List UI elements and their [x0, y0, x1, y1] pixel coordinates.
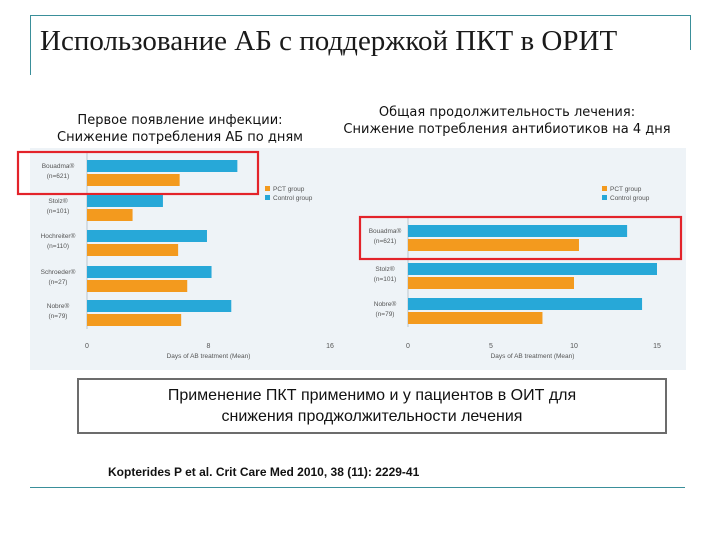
right-legend-label: Control group — [610, 195, 650, 202]
bottom-accent-line — [30, 487, 685, 488]
left-category-label: Nobre® — [47, 302, 70, 310]
right-category-label: Nobre® — [374, 300, 397, 308]
right-x-tick-label: 5 — [489, 343, 493, 350]
left-bar-control-stolz — [87, 195, 163, 207]
left-bar-pct-schroeder — [87, 280, 188, 292]
right-x-axis-label: Days of AB treatment (Mean) — [491, 353, 575, 360]
left-bar-control-nobre — [87, 300, 232, 312]
right-category-label: Stolz® — [375, 265, 394, 273]
conclusion-callout: Применение ПКТ применимо и у пациентов в… — [77, 378, 667, 434]
callout-line-2: снижения проджолжительности лечения — [221, 408, 523, 425]
left-category-label: Stolz® — [48, 197, 67, 205]
right-x-tick-label: 0 — [406, 343, 410, 350]
left-x-tick-label: 16 — [326, 343, 334, 350]
left-legend-label: Control group — [273, 195, 313, 202]
right-bar-pct-bouadma — [408, 239, 579, 251]
left-category-n-label: (n=79) — [49, 313, 68, 320]
left-category-label: Schroeder® — [41, 268, 76, 276]
left-category-n-label: (n=101) — [47, 208, 70, 215]
left-category-n-label: (n=110) — [47, 243, 69, 250]
top-accent-line — [30, 15, 690, 16]
left-bar-pct-bouadma — [87, 174, 180, 186]
callout-line-1: Применение ПКТ применимо и у пациентов в… — [167, 387, 577, 404]
left-chart-caption: Первое появление инфекции: Снижение потр… — [35, 112, 325, 146]
left-category-n-label: (n=621) — [47, 173, 70, 180]
left-x-tick-label: 8 — [207, 343, 211, 350]
right-x-tick-label: 15 — [653, 343, 661, 350]
right-highlight-box — [358, 215, 683, 261]
right-category-n-label: (n=621) — [374, 238, 397, 245]
right-bar-pct-stolz — [408, 277, 574, 289]
right-category-n-label: (n=79) — [376, 311, 395, 318]
left-category-label: Hochreiter® — [41, 232, 76, 240]
left-highlight-box — [16, 150, 260, 196]
right-bar-pct-nobre — [408, 312, 543, 324]
right-category-n-label: (n=101) — [374, 276, 397, 283]
left-bar-control-schroeder — [87, 266, 212, 278]
right-bar-control-bouadma — [408, 225, 628, 237]
left-x-tick-label: 0 — [85, 343, 89, 350]
left-caption-line-1: Первое появление инфекции: — [77, 113, 283, 128]
left-accent-line — [30, 15, 31, 75]
right-legend-label: PCT group — [610, 186, 642, 193]
right-bar-control-nobre — [408, 298, 643, 310]
left-category-n-label: (n=27) — [49, 279, 68, 286]
citation: Kopterides P et al. Crit Care Med 2010, … — [108, 465, 420, 479]
right-caption-line-2: Снижение потребления антибиотиков на 4 д… — [343, 122, 671, 137]
left-x-axis-label: Days of AB treatment (Mean) — [167, 353, 251, 360]
left-bar-control-bouadma — [87, 160, 238, 172]
left-caption-line-2: Снижение потребления АБ по дням — [57, 130, 303, 145]
left-bar-pct-hochreiter — [87, 244, 179, 256]
left-legend-label: PCT group — [273, 186, 305, 193]
right-bar-control-stolz — [408, 263, 657, 275]
left-legend-swatch — [265, 195, 270, 200]
right-caption-line-1: Общая продолжительность лечения: — [378, 105, 636, 120]
left-bar-pct-nobre — [87, 314, 182, 326]
right-category-label: Bouadma® — [369, 227, 402, 235]
right-x-tick-label: 10 — [570, 343, 578, 350]
left-legend-swatch — [265, 186, 270, 191]
left-category-label: Bouadma® — [42, 162, 75, 170]
right-legend-swatch — [602, 186, 607, 191]
slide-title: Использование АБ с поддержкой ПКТ в ОРИТ — [40, 25, 618, 57]
right-accent-line — [690, 15, 691, 50]
right-chart-caption: Общая продолжительность лечения: Снижени… — [327, 104, 687, 138]
right-legend-swatch — [602, 195, 607, 200]
left-bar-pct-stolz — [87, 209, 133, 221]
left-bar-control-hochreiter — [87, 230, 207, 242]
